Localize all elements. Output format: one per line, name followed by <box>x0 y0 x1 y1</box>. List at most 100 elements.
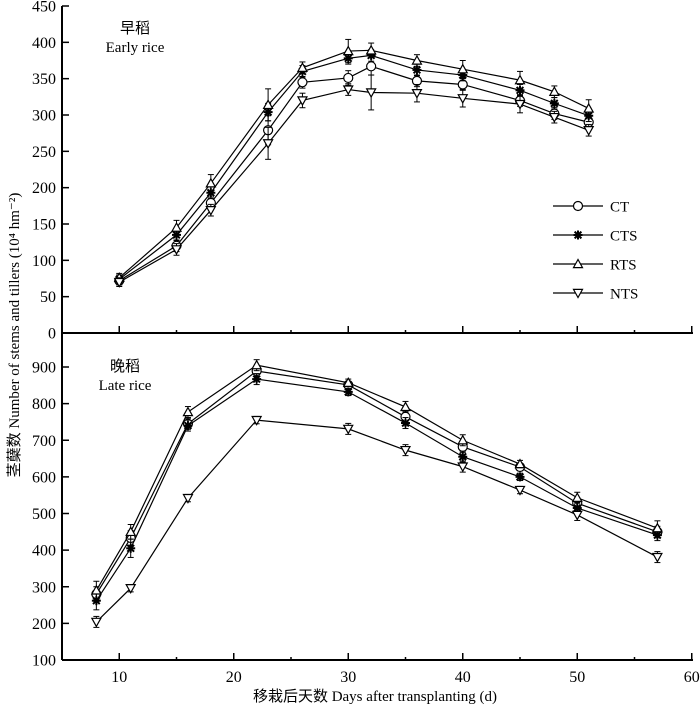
legend-entry-ct: CT <box>553 200 629 216</box>
panel-title-en-early: Early rice <box>106 40 165 56</box>
y-tick-label: 350 <box>32 71 56 88</box>
data-point <box>365 44 377 55</box>
series-ct <box>91 365 663 602</box>
data-point <box>514 485 526 496</box>
data-point <box>571 492 583 502</box>
data-point <box>457 462 469 473</box>
series-line <box>118 49 589 279</box>
x-tick-label: 50 <box>569 669 585 686</box>
data-point <box>113 277 125 288</box>
series-cts <box>91 373 662 611</box>
data-point <box>571 510 583 521</box>
data-point <box>651 552 663 563</box>
data-point <box>412 65 422 75</box>
data-point <box>170 245 183 256</box>
data-point <box>296 96 308 107</box>
data-point <box>651 522 663 533</box>
legend-label: NTS <box>610 287 638 303</box>
data-point <box>411 88 423 99</box>
panel-title-cn-late: 晚稻 <box>110 358 140 375</box>
series-rts <box>90 359 663 601</box>
panel-early-rice: 早稻 Early rice 0 50 100 150 200 250 300 350 400 45… <box>32 0 693 343</box>
y-tick-label: 200 <box>32 616 56 633</box>
x-tick-label: 60 <box>684 669 700 686</box>
legend-label: RTS <box>610 258 637 274</box>
data-point <box>514 74 526 85</box>
series-line <box>95 419 658 623</box>
series-line <box>95 378 658 601</box>
legend-label: CTS <box>610 229 638 245</box>
data-point <box>251 415 263 426</box>
legend-entry-nts: NTS <box>553 287 638 303</box>
data-point <box>170 221 183 232</box>
y-tick-label: 450 <box>32 0 56 16</box>
data-point <box>342 45 354 56</box>
y-tick-label: 250 <box>32 144 56 161</box>
series-nts <box>113 74 595 288</box>
data-point <box>262 139 274 150</box>
y-tick-label: 500 <box>32 506 56 523</box>
data-point <box>457 94 469 105</box>
data-point <box>515 85 525 95</box>
data-point <box>183 421 193 431</box>
x-tick-label: 20 <box>226 669 242 686</box>
y-tick-label: 400 <box>32 543 56 560</box>
data-point <box>343 387 353 397</box>
panel-title-cn-early: 早稻 <box>120 20 150 37</box>
data-point <box>411 54 423 65</box>
legend-entry-rts: RTS <box>553 258 637 274</box>
y-tick-label: 0 <box>48 326 56 343</box>
data-point <box>90 617 102 628</box>
y-tick-label: 700 <box>32 433 56 450</box>
y-tick-label: 200 <box>32 180 56 197</box>
legend-marker <box>572 200 584 212</box>
y-tick-label: 400 <box>32 35 56 52</box>
series-nts <box>90 415 663 628</box>
series-line <box>118 54 589 280</box>
y-tick-label: 100 <box>32 253 56 270</box>
y-axis-title: 茎蘖数 Number of stems and tillers (10⁴ hm⁻… <box>6 193 23 478</box>
y-tick-label: 300 <box>32 108 56 125</box>
data-point <box>583 126 595 136</box>
data-point <box>205 177 217 188</box>
series-line <box>95 370 658 595</box>
x-tick-label: 40 <box>455 669 471 686</box>
data-point <box>343 72 354 84</box>
data-point <box>548 112 560 123</box>
series-line <box>118 88 589 283</box>
data-point <box>399 445 412 456</box>
data-point <box>182 406 194 417</box>
data-point <box>549 98 559 108</box>
data-point <box>458 452 468 462</box>
data-point <box>251 359 263 370</box>
y-tick-label: 50 <box>40 289 56 306</box>
x-axis-title: 移栽后天数 Days after transplanting (d) <box>253 688 497 705</box>
data-point <box>205 205 217 216</box>
x-tick-label: 10 <box>111 669 127 686</box>
data-point <box>252 374 262 384</box>
data-point <box>125 526 137 537</box>
data-point <box>182 493 194 504</box>
data-point <box>125 584 137 594</box>
data-point <box>514 458 526 469</box>
x-tick-label: 30 <box>340 669 356 686</box>
data-point <box>297 77 308 88</box>
data-point <box>366 61 377 72</box>
data-point <box>365 88 377 99</box>
legend-entry-cts: CTS <box>553 229 638 245</box>
legend: CT CTS RTS NTS <box>553 200 638 303</box>
series-rts <box>113 38 595 283</box>
data-point <box>457 434 469 445</box>
y-tick-label: 800 <box>32 396 56 413</box>
legend-marker <box>572 258 584 269</box>
y-tick-label: 100 <box>32 653 56 670</box>
y-tick-label: 900 <box>32 360 56 377</box>
series-line <box>118 65 589 282</box>
y-tick-label: 150 <box>32 217 56 234</box>
data-point <box>342 85 354 96</box>
data-point <box>342 424 354 435</box>
legend-marker <box>572 288 584 299</box>
data-point <box>126 543 136 553</box>
data-point <box>583 102 595 113</box>
panel-title-en-late: Late rice <box>99 378 152 394</box>
